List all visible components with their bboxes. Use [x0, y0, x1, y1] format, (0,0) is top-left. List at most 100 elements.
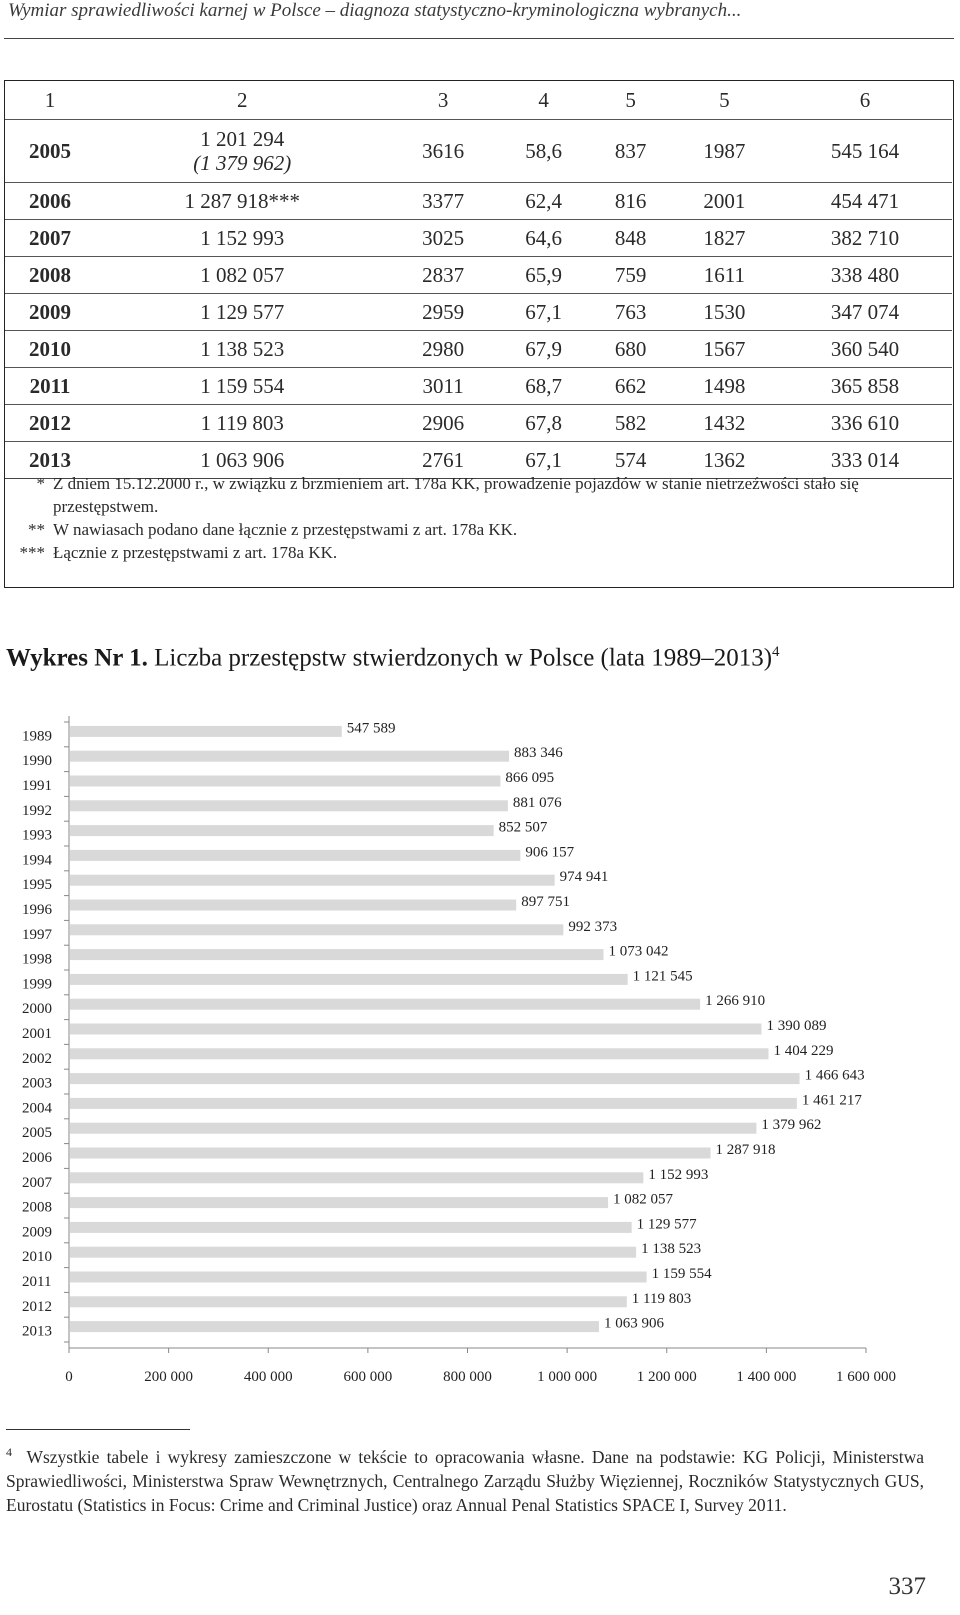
header-rule [4, 38, 954, 39]
table-row: 2010 1 138 523 2980 67,9 680 1567 360 54… [5, 330, 952, 368]
column-header: 6 [777, 81, 952, 120]
category-label: 1996 [22, 902, 53, 918]
category-label: 2006 [22, 1150, 53, 1166]
year-cell: 2011 [5, 367, 95, 405]
table-cell: 3616 [389, 119, 497, 183]
table-cell: 454 471 [777, 182, 952, 220]
table-row: 2009 1 129 577 2959 67,1 763 1530 347 07… [5, 293, 952, 331]
data-label: 881 076 [513, 795, 562, 811]
column-header: 1 [5, 81, 95, 120]
data-label: 1 379 962 [761, 1117, 821, 1133]
cell-value-bracketed: (1 379 962) [193, 151, 292, 175]
table-cell: 333 014 [777, 441, 952, 479]
category-label: 1993 [22, 828, 52, 844]
table-cell: 582 [590, 404, 671, 442]
data-label: 1 073 042 [609, 944, 669, 960]
table-row: 2007 1 152 993 3025 64,6 848 1827 382 71… [5, 219, 952, 257]
column-header: 3 [389, 81, 497, 120]
footnote-text: Wszystkie tabele i wykresy zamieszczone … [6, 1446, 924, 1515]
table-notes: * Z dniem 15.12.2000 r., w związku z brzm… [5, 472, 951, 564]
category-label: 2008 [22, 1200, 52, 1216]
table-cell: 680 [590, 330, 671, 368]
data-label: 883 346 [514, 745, 563, 761]
table-cell: 1 129 577 [95, 293, 390, 331]
bar [70, 949, 604, 961]
table-cell: 848 [590, 219, 671, 257]
cell-value: 1 201 294 [200, 127, 285, 151]
footnote-number: 4 [6, 1445, 12, 1459]
x-tick-label: 400 000 [244, 1369, 293, 1385]
table-cell: 2959 [389, 293, 497, 331]
table-cell: 67,1 [496, 293, 591, 331]
year-cell: 2010 [5, 330, 95, 368]
table-header-row: 1 2 3 4 5 5 6 [5, 81, 952, 120]
table-cell: 816 [590, 182, 671, 220]
category-label: 2007 [22, 1175, 53, 1191]
bar [70, 1122, 757, 1134]
data-label: 852 507 [499, 820, 548, 836]
data-label: 1 287 918 [716, 1142, 776, 1158]
bar [70, 1023, 762, 1035]
table-cell: 574 [590, 441, 671, 479]
x-tick-label: 600 000 [344, 1369, 393, 1385]
table-cell: 2001 [670, 182, 778, 220]
table-cell: 2761 [389, 441, 497, 479]
table-cell: 1 119 803 [95, 404, 390, 442]
data-label: 1 129 577 [637, 1216, 698, 1232]
table-cell: 68,7 [496, 367, 591, 405]
x-tick-label: 200 000 [144, 1369, 193, 1385]
category-label: 2004 [22, 1100, 53, 1116]
bar-chart: 0 200 000 400 000 600 000 800 000 1 000 000 1 … [22, 716, 896, 1385]
year-cell: 2013 [5, 441, 95, 479]
category-label: 1992 [22, 803, 52, 819]
table-cell: 1 201 294 (1 379 962) [95, 119, 390, 183]
column-header: 4 [496, 81, 591, 120]
category-label: 2003 [22, 1076, 52, 1092]
table-cell: 1432 [670, 404, 778, 442]
table-cell: 1 152 993 [95, 219, 390, 257]
table-cell: 365 858 [777, 367, 952, 405]
x-tick-label: 800 000 [443, 1369, 492, 1385]
bar [70, 874, 555, 886]
bar [70, 1172, 644, 1184]
statistics-table-box: 1 2 3 4 5 5 6 2005 1 201 294 (1 379 962) … [4, 80, 954, 588]
data-label: 1 138 523 [641, 1241, 701, 1257]
category-label: 2013 [22, 1324, 52, 1340]
data-label: 547 589 [347, 720, 396, 736]
column-header: 5 [590, 81, 671, 120]
table-cell: 2906 [389, 404, 497, 442]
table-cell: 1827 [670, 219, 778, 257]
statistics-table: 1 2 3 4 5 5 6 2005 1 201 294 (1 379 962) … [5, 81, 952, 479]
year-cell: 2005 [5, 119, 95, 183]
table-cell: 338 480 [777, 256, 952, 294]
table-cell: 2837 [389, 256, 497, 294]
bar [70, 849, 521, 861]
table-cell: 1 159 554 [95, 367, 390, 405]
table-cell: 662 [590, 367, 671, 405]
table-cell: 67,9 [496, 330, 591, 368]
table-cell: 382 710 [777, 219, 952, 257]
table-cell: 67,1 [496, 441, 591, 479]
data-label: 1 266 910 [705, 993, 765, 1009]
table-cell: 360 540 [777, 330, 952, 368]
category-label: 1989 [22, 728, 52, 744]
data-label: 1 082 057 [613, 1192, 674, 1208]
page-number: 337 [888, 1573, 927, 1600]
table-row: 2008 1 082 057 2837 65,9 759 1611 338 48… [5, 256, 952, 294]
table-cell: 58,6 [496, 119, 591, 183]
x-tick-label: 1 000 000 [537, 1369, 597, 1385]
category-label: 2002 [22, 1051, 52, 1067]
column-header: 5 [670, 81, 778, 120]
chart-title: Wykres Nr 1. Liczba przestępstw stwierdz… [6, 644, 780, 672]
category-label: 1990 [22, 753, 52, 769]
table-cell: 1498 [670, 367, 778, 405]
table-row: 2006 1 287 918*** 3377 62,4 816 2001 454… [5, 182, 952, 220]
data-label: 1 404 229 [773, 1043, 833, 1059]
table-row: 2012 1 119 803 2906 67,8 582 1432 336 61… [5, 404, 952, 442]
bar [70, 1147, 711, 1159]
year-cell: 2007 [5, 219, 95, 257]
data-label: 974 941 [560, 869, 609, 885]
table-cell: 759 [590, 256, 671, 294]
year-cell: 2012 [5, 404, 95, 442]
category-label: 1999 [22, 976, 52, 992]
